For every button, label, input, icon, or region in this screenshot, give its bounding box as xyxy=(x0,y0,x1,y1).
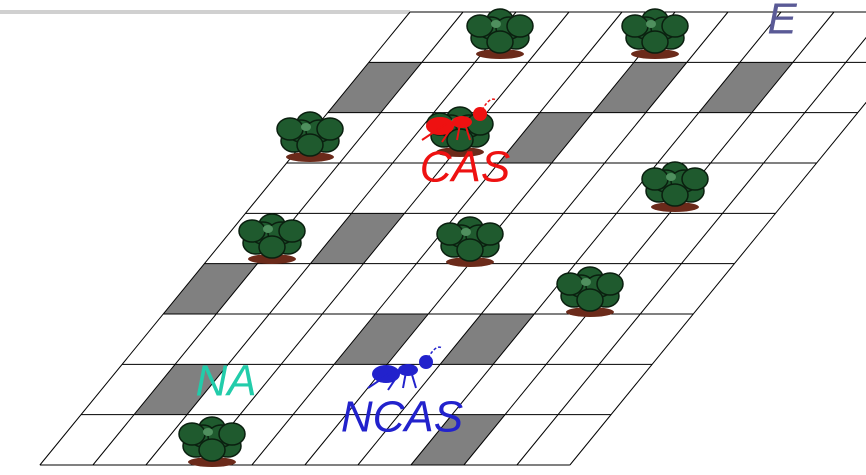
leaf xyxy=(662,184,688,206)
leaf xyxy=(467,15,493,37)
leaf xyxy=(682,168,708,190)
ant-body xyxy=(452,116,472,128)
leaf xyxy=(642,168,668,190)
leaf xyxy=(487,31,513,53)
ant-body xyxy=(372,365,400,383)
leaf-highlight xyxy=(301,123,311,131)
leaf xyxy=(597,273,623,295)
leaf-highlight xyxy=(646,20,656,28)
leaf xyxy=(437,223,463,245)
leaf xyxy=(577,289,603,311)
leaf xyxy=(179,423,205,445)
leaf xyxy=(199,439,225,461)
ant-head xyxy=(473,107,487,121)
ant-head xyxy=(419,355,433,369)
leaf xyxy=(507,15,533,37)
leaf xyxy=(279,220,305,242)
label-na: NA xyxy=(195,357,256,406)
leaf-highlight xyxy=(581,278,591,286)
leaf xyxy=(239,220,265,242)
leaf xyxy=(317,118,343,140)
leaf xyxy=(477,223,503,245)
leaf-highlight xyxy=(461,228,471,236)
leaf xyxy=(277,118,303,140)
leaf-highlight xyxy=(491,20,501,28)
leaf xyxy=(457,239,483,261)
leaf xyxy=(557,273,583,295)
leaf xyxy=(662,15,688,37)
ant-body xyxy=(398,364,418,376)
leaf xyxy=(259,236,285,258)
leaf xyxy=(297,134,323,156)
top-bar xyxy=(0,10,410,14)
leaf-highlight xyxy=(666,173,676,181)
ant-body xyxy=(426,117,454,135)
leaf-highlight xyxy=(263,225,273,233)
leaf xyxy=(622,15,648,37)
label-ncas: NCAS xyxy=(341,393,463,442)
leaf xyxy=(642,31,668,53)
leaf xyxy=(219,423,245,445)
label-e: E xyxy=(767,0,797,44)
label-cas: CAS xyxy=(420,143,510,192)
grid-world: E CAS NA NCAS xyxy=(0,0,866,475)
leaf-highlight xyxy=(203,428,213,436)
